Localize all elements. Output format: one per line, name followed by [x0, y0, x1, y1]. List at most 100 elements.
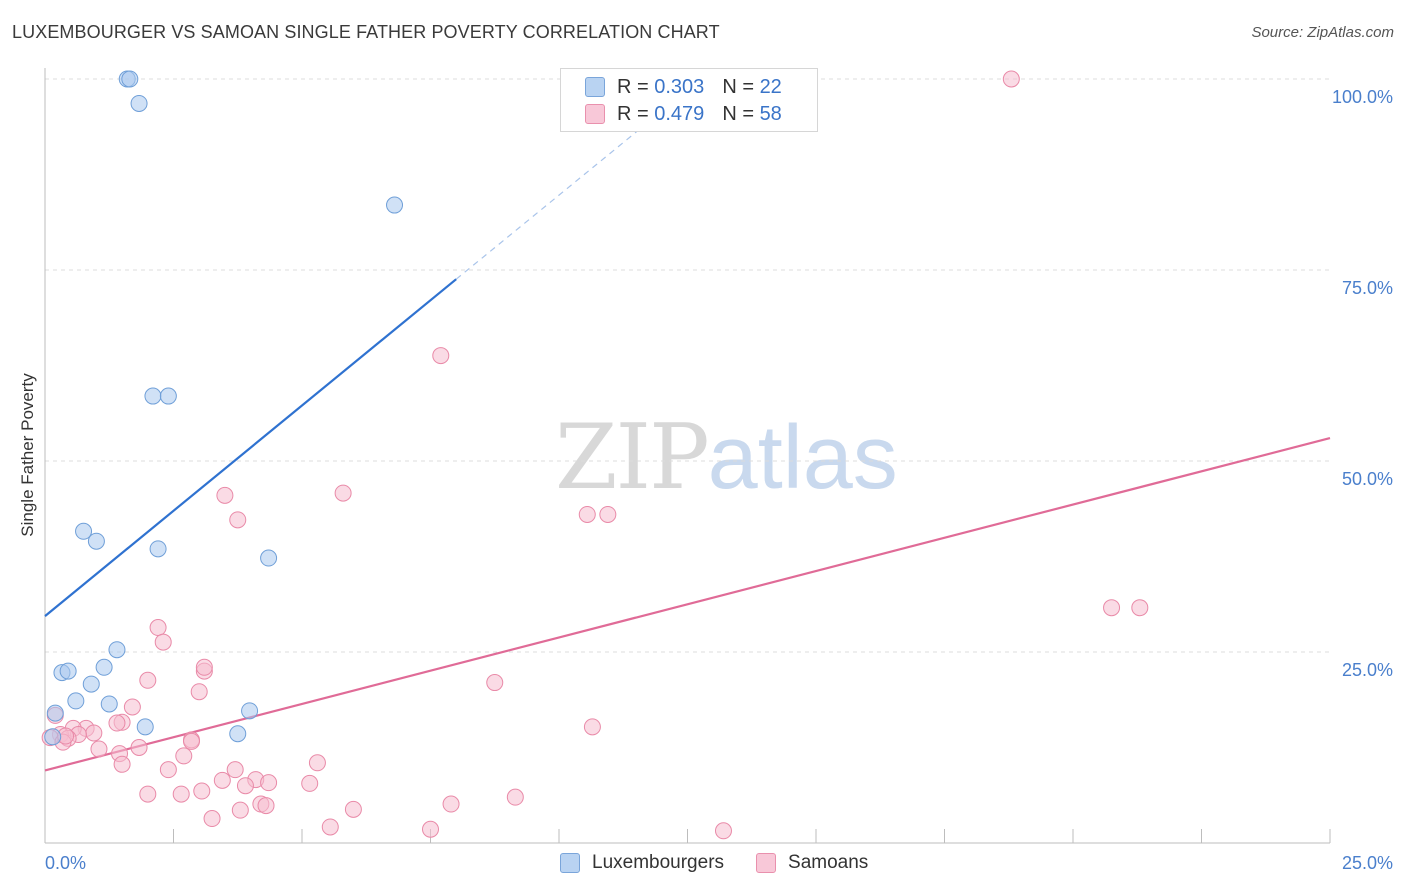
legend-r-label: R =: [617, 75, 649, 98]
data-point-samoans: [195, 658, 213, 676]
data-point-samoans: [1103, 599, 1121, 617]
data-point-samoans: [216, 486, 234, 504]
data-point-samoans: [159, 761, 177, 779]
y-tick-label: 100.0%: [1332, 87, 1393, 107]
data-point-samoans: [583, 718, 601, 736]
data-point-luxembourgers: [82, 675, 100, 693]
data-point-luxembourgers: [260, 549, 278, 567]
legend-item-luxembourgers: Luxembourgers: [560, 852, 724, 874]
data-point-luxembourgers: [159, 387, 177, 405]
data-point-samoans: [422, 820, 439, 838]
data-point-luxembourgers: [144, 387, 162, 405]
watermark: ZIPatlas: [555, 405, 898, 510]
data-point-luxembourgers: [87, 532, 105, 550]
data-point-luxembourgers: [136, 718, 154, 736]
grid-lines: [45, 78, 1330, 653]
series-legend: Luxembourgers Samoans: [560, 852, 900, 874]
legend-row-luxembourgers: R = 0.303 N = 22: [585, 75, 782, 99]
data-point-luxembourgers: [241, 702, 259, 720]
y-tick-label: 50.0%: [1342, 469, 1393, 489]
data-point-samoans: [442, 795, 460, 813]
data-point-samoans: [213, 771, 231, 789]
data-point-luxembourgers: [121, 70, 139, 88]
stats-legend: R = 0.303 N = 22 R = 0.479 N = 58: [560, 68, 818, 132]
legend-swatch-samoans: [756, 853, 777, 873]
data-point-samoans: [149, 619, 167, 637]
trend-lines: [44, 110, 1331, 772]
legend-label-luxembourgers: Luxembourgers: [592, 852, 725, 873]
data-point-luxembourgers: [100, 695, 118, 713]
data-point-luxembourgers: [95, 658, 113, 676]
data-point-samoans: [108, 714, 126, 732]
data-point-samoans: [139, 671, 157, 689]
data-point-samoans: [714, 822, 732, 840]
data-point-samoans: [321, 818, 339, 836]
data-point-luxembourgers: [130, 94, 148, 112]
data-point-samoans: [154, 633, 172, 651]
y-tick-label: 25.0%: [1342, 660, 1393, 680]
data-point-luxembourgers: [229, 725, 247, 743]
x-tick-label: 25.0%: [1342, 853, 1393, 873]
data-point-samoans: [257, 797, 275, 815]
data-point-samoans: [182, 732, 200, 750]
y-tick-label: 75.0%: [1342, 278, 1393, 298]
data-point-samoans: [175, 747, 193, 765]
trend-line-luxembourgers: [44, 278, 457, 617]
data-point-luxembourgers: [108, 641, 126, 659]
samoans-points: [41, 70, 1149, 840]
data-point-samoans: [231, 801, 249, 819]
source-credit: Source: ZipAtlas.com: [1251, 24, 1394, 41]
legend-swatch-samoans: [585, 104, 605, 124]
data-point-samoans: [130, 739, 148, 756]
legend-swatch-luxembourgers: [585, 77, 605, 97]
tick-labels: 25.0% 50.0% 75.0% 100.0% 0.0% 25.0%: [45, 87, 1393, 873]
legend-n-label: N =: [722, 75, 754, 98]
data-point-samoans: [172, 785, 190, 803]
data-point-luxembourgers: [75, 522, 93, 540]
data-point-samoans: [260, 774, 278, 792]
data-point-samoans: [486, 674, 504, 692]
data-point-samoans: [236, 777, 254, 795]
data-point-luxembourgers: [46, 704, 64, 722]
data-point-luxembourgers: [386, 196, 404, 214]
data-point-samoans: [203, 810, 221, 828]
data-point-samoans: [432, 347, 450, 365]
legend-r-value: 0.479: [654, 102, 705, 125]
legend-r-label: R =: [617, 102, 649, 125]
data-point-samoans: [113, 755, 131, 773]
legend-n-value: 22: [759, 75, 782, 98]
legend-n-value: 58: [759, 102, 782, 125]
data-point-samoans: [123, 698, 141, 716]
watermark-atlas: atlas: [707, 408, 898, 508]
data-point-luxembourgers: [59, 662, 77, 680]
data-point-samoans: [334, 484, 352, 502]
data-point-samoans: [578, 505, 596, 523]
data-point-luxembourgers: [44, 728, 62, 746]
data-point-samoans: [226, 761, 244, 779]
data-point-samoans: [190, 683, 208, 701]
trend-line-samoans: [44, 437, 1331, 772]
axes: [44, 68, 1331, 844]
legend-row-samoans: R = 0.479 N = 58: [585, 102, 782, 126]
legend-label-samoans: Samoans: [788, 852, 869, 873]
data-point-samoans: [193, 782, 211, 800]
legend-item-samoans: Samoans: [756, 852, 868, 874]
data-point-samoans: [344, 800, 362, 818]
trend-line-luxembourgers-extension: [455, 110, 663, 280]
data-point-samoans: [1002, 70, 1020, 88]
data-point-samoans: [229, 511, 247, 529]
data-point-luxembourgers: [149, 540, 167, 558]
data-point-samoans: [1131, 599, 1149, 617]
legend-n-label: N =: [722, 102, 754, 125]
data-point-samoans: [85, 724, 103, 742]
data-point-samoans: [139, 785, 157, 803]
data-point-samoans: [90, 740, 108, 758]
chart-title: LUXEMBOURGER VS SAMOAN SINGLE FATHER POV…: [12, 22, 720, 42]
data-point-samoans: [599, 505, 617, 523]
luxembourgers-points: [44, 70, 404, 746]
legend-swatch-luxembourgers: [560, 853, 580, 873]
data-point-luxembourgers: [67, 692, 85, 710]
data-point-samoans: [301, 774, 319, 792]
x-tick-label: 0.0%: [45, 853, 86, 873]
